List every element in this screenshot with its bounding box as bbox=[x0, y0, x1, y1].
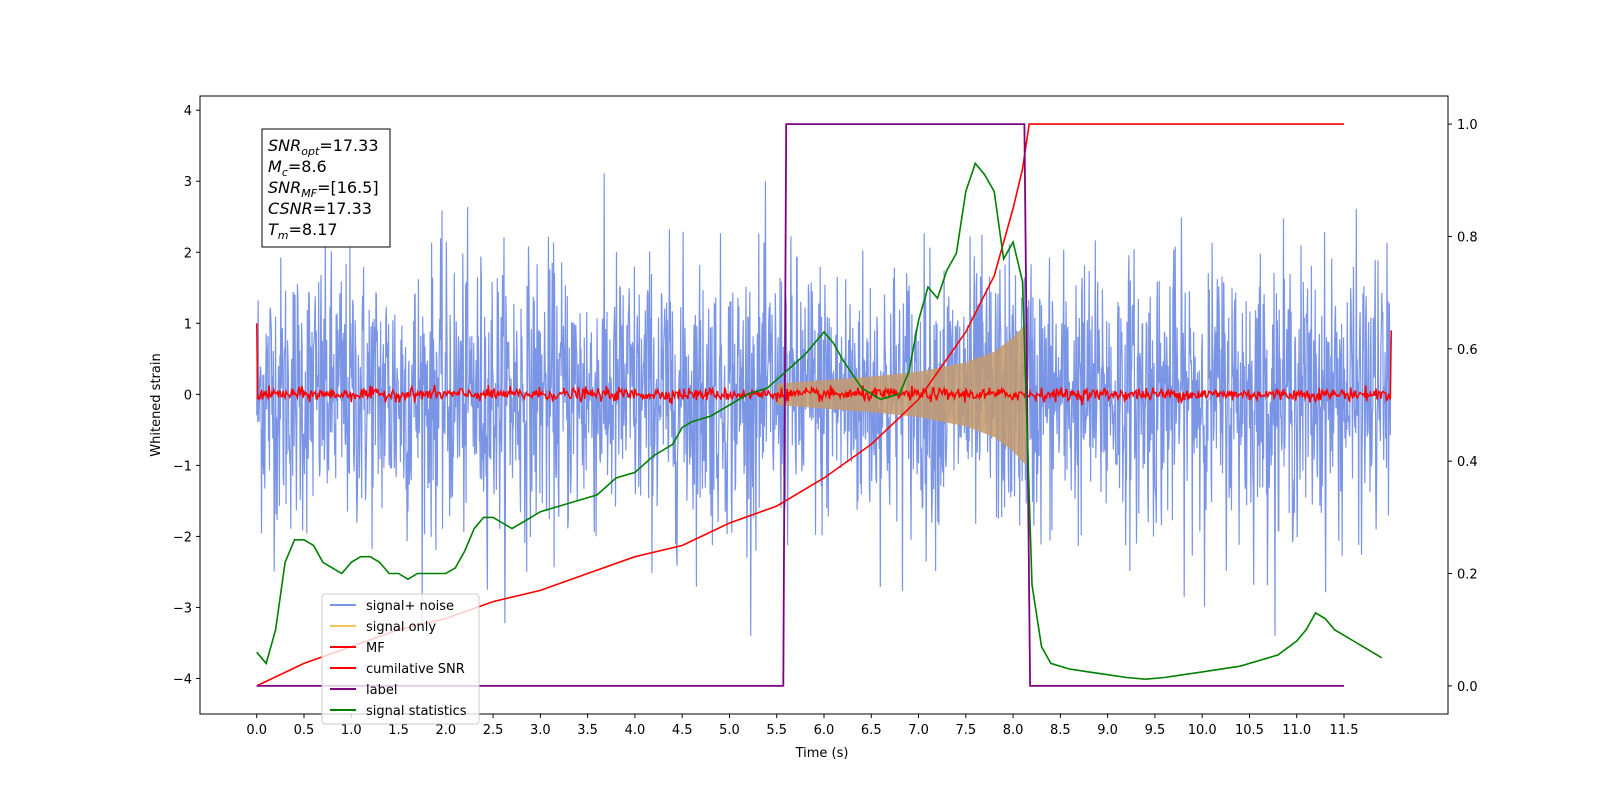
x-tick-label: 5.0 bbox=[719, 723, 740, 738]
annotation-line: SNRopt=17.33 bbox=[268, 136, 379, 158]
series-signal-statistics bbox=[256, 161, 1383, 681]
x-tick-label: 5.5 bbox=[766, 723, 787, 738]
x-tick-label: 8.0 bbox=[1003, 723, 1024, 738]
x-tick-label: 11.5 bbox=[1330, 723, 1359, 738]
legend-entry: signal statistics bbox=[366, 704, 467, 719]
annotation-line: Tm=8.17 bbox=[268, 220, 338, 242]
legend-entry: label bbox=[366, 683, 397, 698]
y-axis-label: Whitened strain bbox=[149, 353, 164, 456]
x-tick-label: 9.5 bbox=[1145, 723, 1166, 738]
y-left-tick-label: −1 bbox=[173, 459, 192, 474]
x-tick-label: 6.0 bbox=[814, 723, 835, 738]
annotation-line: Mc=8.6 bbox=[268, 157, 327, 179]
series-mf bbox=[255, 323, 1393, 406]
x-tick-label: 11.0 bbox=[1282, 723, 1311, 738]
y-left-tick-label: 4 bbox=[184, 104, 192, 119]
y-right-tick-label: 0.0 bbox=[1457, 680, 1478, 695]
y-left-tick-label: 2 bbox=[184, 246, 192, 261]
x-tick-label: 10.0 bbox=[1188, 723, 1217, 738]
legend-items: signal+ noise signal only MF cumilative SNR… bbox=[330, 599, 467, 719]
y-right-tick-label: 0.4 bbox=[1457, 455, 1478, 470]
x-tick-label: 7.5 bbox=[955, 723, 976, 738]
y-axis-left-ticks: −4 −3 −2 −1 0 1 2 3 4 bbox=[173, 104, 200, 687]
legend-entry: cumilative SNR bbox=[366, 662, 465, 677]
x-tick-label: 8.5 bbox=[1050, 723, 1071, 738]
x-tick-label: 4.5 bbox=[672, 723, 693, 738]
x-tick-label: 3.5 bbox=[577, 723, 598, 738]
x-tick-label: 6.5 bbox=[861, 723, 882, 738]
x-axis-label: Time (s) bbox=[795, 746, 849, 761]
series-label bbox=[256, 123, 1344, 687]
x-tick-label: 1.0 bbox=[341, 723, 362, 738]
y-left-tick-label: 1 bbox=[184, 317, 192, 332]
y-left-tick-label: 3 bbox=[184, 175, 192, 190]
x-tick-label: 7.0 bbox=[908, 723, 929, 738]
x-tick-label: 1.5 bbox=[388, 723, 409, 738]
y-right-tick-label: 0.8 bbox=[1457, 230, 1478, 245]
annotation-line: CSNR=17.33 bbox=[268, 199, 372, 218]
annotation-lines: SNRopt=17.33Mc=8.6SNRMF=[16.5]CSNR=17.33… bbox=[268, 136, 379, 242]
y-axis-right-ticks: 0.0 0.2 0.4 0.6 0.8 1.0 bbox=[1448, 118, 1478, 695]
y-right-tick-label: 0.6 bbox=[1457, 343, 1478, 358]
legend-entry: MF bbox=[366, 641, 385, 656]
y-left-tick-label: −2 bbox=[173, 530, 192, 545]
annotation-box: SNRopt=17.33Mc=8.6SNRMF=[16.5]CSNR=17.33… bbox=[261, 128, 391, 248]
x-tick-label: 3.0 bbox=[530, 723, 551, 738]
x-axis-ticks: 0.0 0.5 1.0 1.5 2.0 2.5 3.0 3.5 4.0 4.5 5.0 5.5 6.0 6… bbox=[246, 714, 1358, 738]
x-tick-label: 0.0 bbox=[246, 723, 267, 738]
y-left-tick-label: −3 bbox=[173, 601, 192, 616]
x-tick-label: 10.5 bbox=[1235, 723, 1264, 738]
annotation-line: SNRMF=[16.5] bbox=[268, 178, 379, 200]
y-right-tick-label: 0.2 bbox=[1457, 568, 1478, 583]
x-tick-label: 2.5 bbox=[483, 723, 504, 738]
y-left-tick-label: 0 bbox=[184, 388, 192, 403]
x-tick-label: 2.0 bbox=[435, 723, 456, 738]
legend: signal+ noise signal only MF cumilative SNR… bbox=[321, 593, 480, 725]
legend-entry: signal+ noise bbox=[366, 599, 454, 614]
x-tick-label: 0.5 bbox=[294, 723, 315, 738]
legend-entry: signal only bbox=[366, 620, 436, 635]
y-left-tick-label: −4 bbox=[173, 672, 192, 687]
y-right-tick-label: 1.0 bbox=[1457, 118, 1478, 133]
x-tick-label: 9.0 bbox=[1097, 723, 1118, 738]
x-tick-label: 4.0 bbox=[625, 723, 646, 738]
